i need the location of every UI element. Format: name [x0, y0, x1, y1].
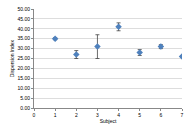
svg-text:6: 6	[159, 112, 162, 118]
svg-text:7: 7	[181, 112, 184, 118]
svg-text:Subject: Subject	[100, 118, 117, 124]
svg-text:2: 2	[75, 112, 78, 118]
svg-text:0.00: 0.00	[20, 105, 30, 111]
svg-text:Dispersion Index: Dispersion Index	[9, 39, 15, 77]
svg-text:15.00: 15.00	[17, 75, 30, 81]
svg-text:35.00: 35.00	[17, 35, 30, 41]
svg-text:5.00: 5.00	[20, 95, 30, 101]
svg-text:4: 4	[117, 112, 120, 118]
svg-text:3: 3	[96, 112, 99, 118]
svg-text:45.00: 45.00	[17, 16, 30, 22]
svg-text:1: 1	[54, 112, 57, 118]
svg-text:40.00: 40.00	[17, 26, 30, 32]
svg-text:0: 0	[33, 112, 36, 118]
svg-text:50.00: 50.00	[17, 6, 30, 12]
svg-text:5: 5	[138, 112, 141, 118]
svg-text:10.00: 10.00	[17, 85, 30, 91]
svg-text:25.00: 25.00	[17, 55, 30, 61]
svg-text:20.00: 20.00	[17, 65, 30, 71]
svg-text:30.00: 30.00	[17, 45, 30, 51]
